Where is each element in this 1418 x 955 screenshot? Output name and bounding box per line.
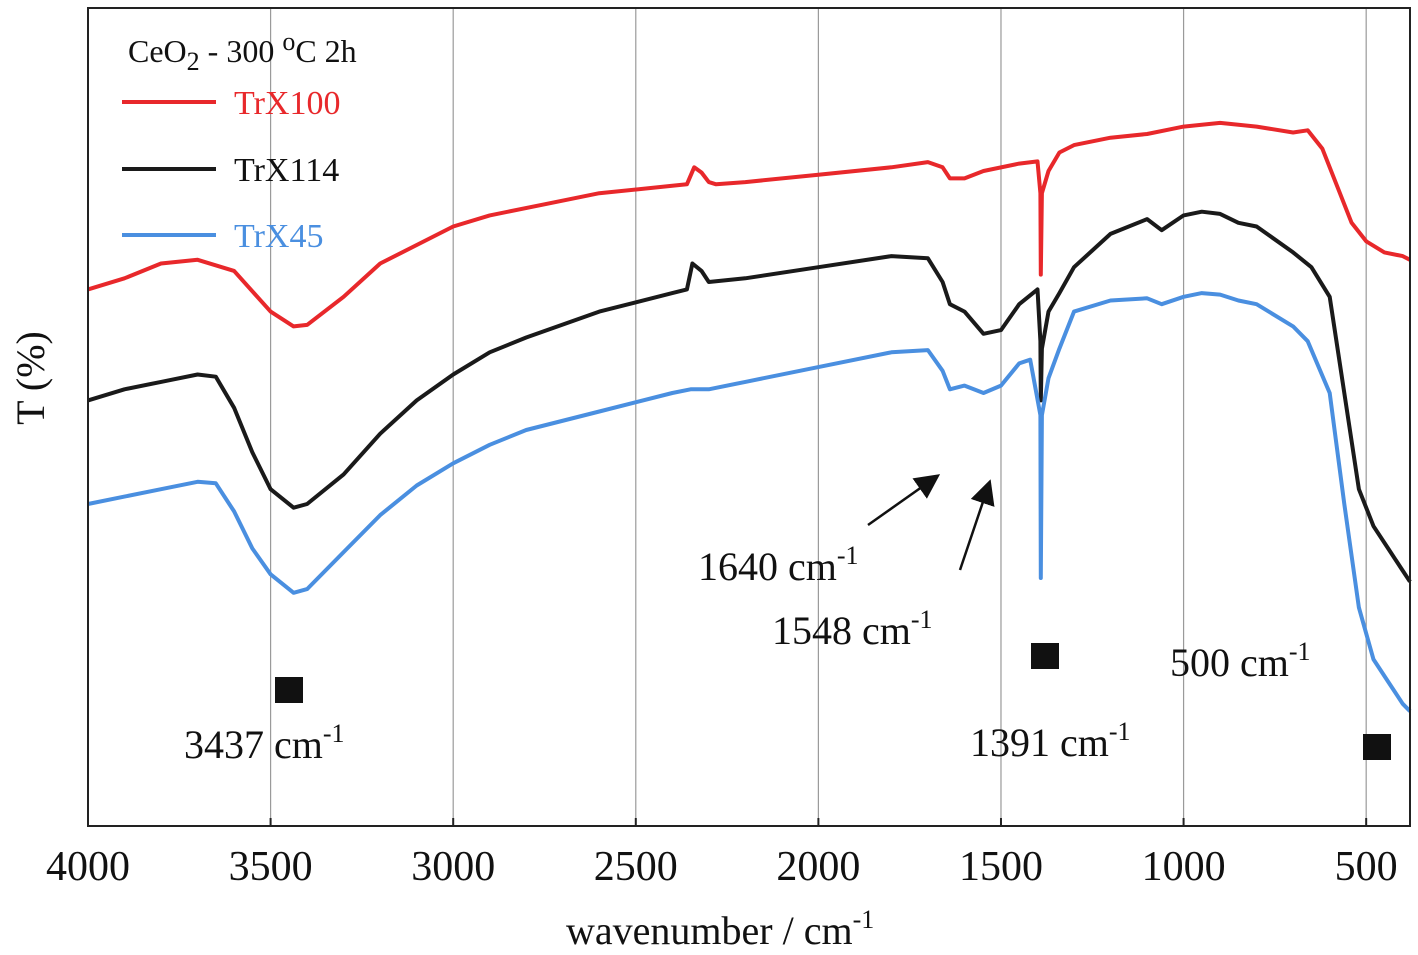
peak-marker-3437 — [275, 677, 303, 703]
legend-label-trx100: TrX100 — [234, 85, 340, 122]
x-tick-label-500: 500 — [1335, 844, 1398, 890]
x-tick-label-2000: 2000 — [776, 844, 860, 890]
series-line-trx100 — [87, 120, 1411, 329]
y-axis-label: T (%) — [8, 331, 53, 425]
x-tick-label-4000: 4000 — [46, 844, 130, 890]
arrow-1548 — [958, 479, 995, 571]
annotation-1548: 1548 cm-1 — [772, 605, 933, 653]
x-tick-label-3000: 3000 — [411, 844, 495, 890]
annotation-500: 500 cm-1 — [1170, 637, 1311, 685]
annotation-3437: 3437 cm-1 — [184, 719, 345, 767]
series-line-trx114 — [87, 209, 1412, 583]
x-axis-label: wavenumber / cm-1 — [566, 905, 874, 953]
x-tick-label-2500: 2500 — [594, 844, 678, 890]
annotation-1391: 1391 cm-1 — [970, 717, 1131, 765]
peak-marker-500 — [1363, 734, 1391, 760]
x-ticks: 4000 3500 3000 2500 2000 1500 1000 500 — [46, 818, 1398, 890]
vertical-grid — [269, 8, 1367, 826]
annotation-1640: 1640 cm-1 — [698, 541, 859, 589]
plot-frame — [87, 7, 1411, 827]
series-group — [87, 120, 1412, 713]
chart-title: CeO2 - 300 oC 2h — [128, 27, 357, 76]
legend-label-trx45: TrX45 — [234, 218, 323, 255]
arrow-1640 — [867, 474, 941, 527]
series-line-trx45 — [87, 291, 1412, 713]
x-tick-label-1000: 1000 — [1142, 844, 1226, 890]
peak-marker-1391 — [1031, 643, 1059, 669]
x-tick-label-1500: 1500 — [959, 844, 1043, 890]
legend: TrX100 TrX114 TrX45 — [122, 85, 340, 255]
x-tick-label-3500: 3500 — [229, 844, 313, 890]
legend-label-trx114: TrX114 — [234, 152, 339, 189]
